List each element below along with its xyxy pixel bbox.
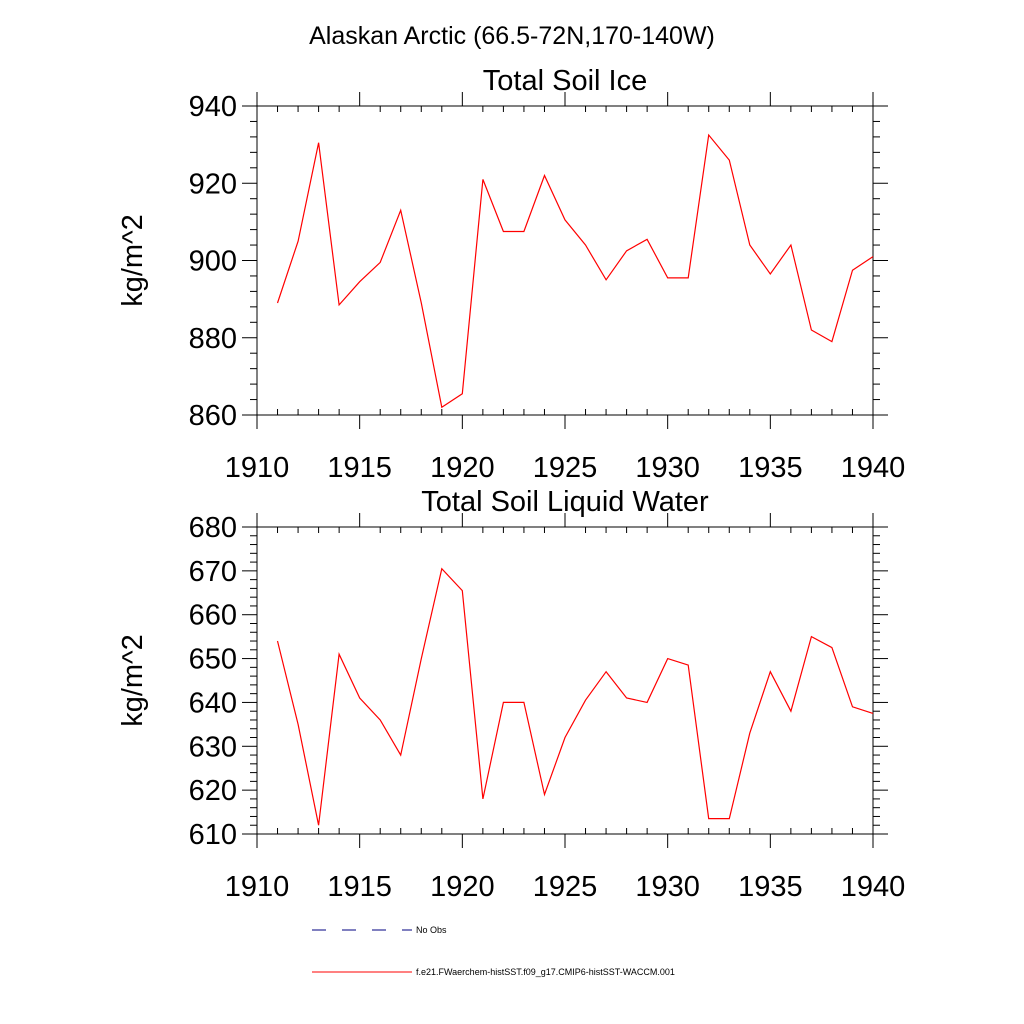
x-tick-label: 1935 (738, 452, 803, 484)
y-axis-label: kg/m^2 (117, 214, 149, 307)
y-tick-label: 680 (189, 512, 237, 544)
x-tick-label: 1920 (430, 871, 495, 903)
legend-obs-label: No Obs (416, 925, 447, 935)
y-tick-label: 920 (189, 168, 237, 200)
y-tick-label: 860 (189, 400, 237, 432)
panel-title: Total Soil Liquid Water (421, 486, 709, 518)
x-tick-label: 1940 (841, 871, 906, 903)
y-axis-label: kg/m^2 (117, 634, 149, 727)
x-tick-label: 1930 (635, 452, 700, 484)
x-tick-label: 1915 (327, 871, 392, 903)
y-tick-label: 660 (189, 600, 237, 632)
y-tick-label: 880 (189, 323, 237, 355)
panel-total-soil-ice: Total Soil Ice kg/m^2 1910 1915 1920 1925 1930… (117, 65, 905, 484)
x-tick-label: 1920 (430, 452, 495, 484)
y-tick-label: 610 (189, 819, 237, 851)
series-line (276, 567, 874, 826)
x-tick-label: 1925 (533, 452, 598, 484)
figure-title: Alaskan Arctic (66.5-72N,170-140W) (309, 22, 715, 50)
legend: No Obs f.e21.FWaerchem-histSST.f09_g17.C… (312, 925, 675, 977)
y-tick-label: 620 (189, 775, 237, 807)
x-tick-label: 1925 (533, 871, 598, 903)
plot-frame (256, 526, 874, 835)
x-tick-label: 1910 (225, 871, 290, 903)
x-tick-label: 1910 (225, 452, 290, 484)
y-tick-label: 670 (189, 556, 237, 588)
y-tick-label: 940 (189, 91, 237, 123)
legend-model-label: f.e21.FWaerchem-histSST.f09_g17.CMIP6-hi… (416, 967, 675, 977)
y-tick-label: 900 (189, 246, 237, 278)
panel-title: Total Soil Ice (483, 65, 647, 97)
x-tick-label: 1940 (841, 452, 906, 484)
y-tick-label: 640 (189, 687, 237, 719)
x-tick-label: 1915 (327, 452, 392, 484)
x-tick-label: 1930 (635, 871, 700, 903)
y-tick-label: 630 (189, 731, 237, 763)
y-tick-label: 650 (189, 644, 237, 676)
x-tick-label: 1935 (738, 871, 803, 903)
panel-total-soil-liquid-water: Total Soil Liquid Water kg/m^2 1910 1915 192… (117, 486, 905, 903)
series-line (276, 133, 874, 409)
